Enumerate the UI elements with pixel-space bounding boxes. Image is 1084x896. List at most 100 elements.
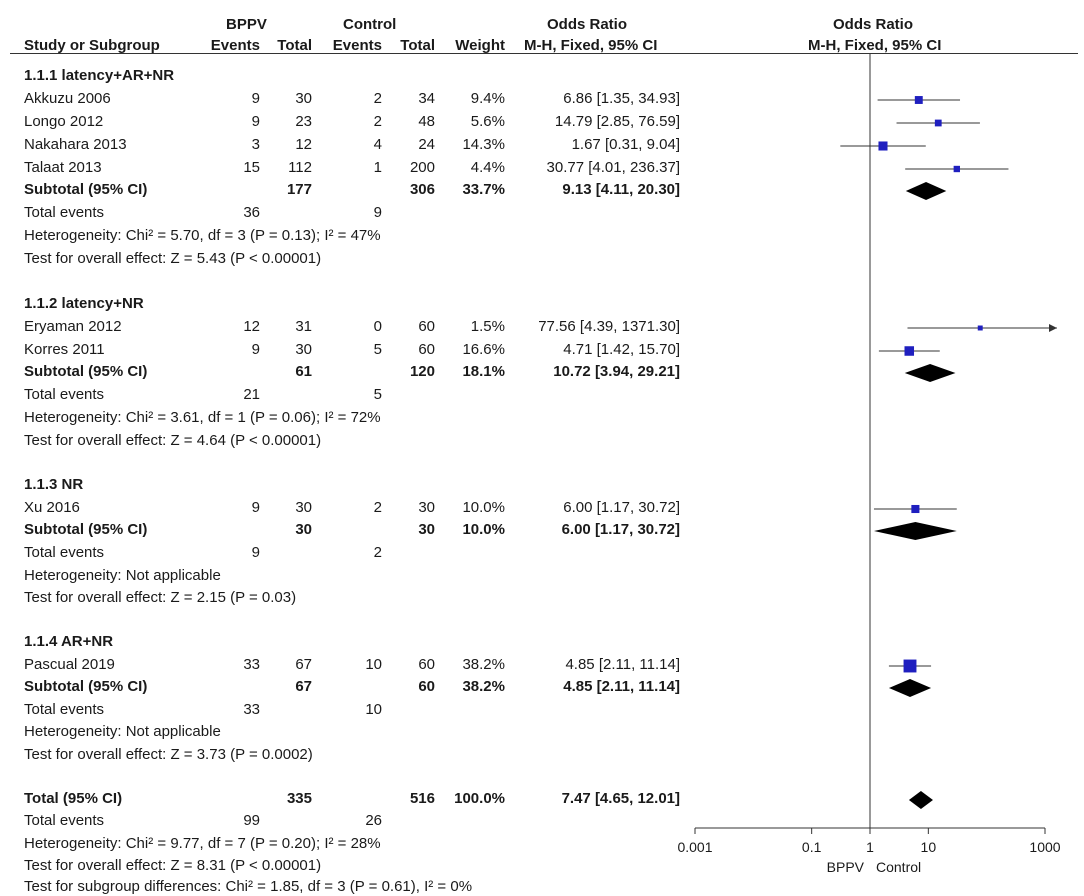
col-ci: M-H, Fixed, 95% CI xyxy=(524,37,658,54)
subtotal-ci: 4.85 [2.11, 11.14] xyxy=(563,678,680,695)
study-marker xyxy=(914,96,923,104)
events-e2: 10 xyxy=(365,701,382,718)
events-label: Total events xyxy=(24,386,105,403)
study-ci: 4.71 [1.42, 15.70] xyxy=(563,341,680,358)
subtotal-t2: 120 xyxy=(409,363,435,380)
study-label: Akkuzu 2006 xyxy=(24,90,111,107)
study-t2: 60 xyxy=(418,341,435,358)
subtotal-ci: 10.72 [3.94, 29.21] xyxy=(553,363,680,380)
pooled-diamond xyxy=(873,522,957,540)
subtotal-label: Subtotal (95% CI) xyxy=(24,363,148,380)
note-label: Test for overall effect: Z = 4.64 (P < 0… xyxy=(24,432,322,449)
events-e2: 2 xyxy=(373,544,382,561)
events-label: Total events xyxy=(24,204,105,221)
study-t1: 12 xyxy=(295,136,312,153)
study-e2: 2 xyxy=(373,499,382,516)
note-label: Heterogeneity: Not applicable xyxy=(24,567,221,584)
subtotal-w: 18.1% xyxy=(462,363,505,380)
study-marker xyxy=(878,141,888,151)
study-e2: 0 xyxy=(373,318,382,335)
study-marker xyxy=(934,119,942,127)
note-label: Test for subgroup differences: Chi² = 1.… xyxy=(24,878,473,895)
note-label: Test for overall effect: Z = 5.43 (P < 0… xyxy=(24,250,322,267)
x-tick-label: 0.001 xyxy=(677,839,712,855)
subtotal-t1: 30 xyxy=(295,521,312,538)
events-e1: 33 xyxy=(243,701,260,718)
study-label: Eryaman 2012 xyxy=(24,318,122,335)
subtotal-t2: 306 xyxy=(409,181,435,198)
study-w: 4.4% xyxy=(470,159,505,176)
note-label: Heterogeneity: Not applicable xyxy=(24,723,221,740)
study-marker xyxy=(977,325,983,331)
study-ci: 14.79 [2.85, 76.59] xyxy=(554,113,680,130)
events-e1: 36 xyxy=(243,204,260,221)
plot-title: Odds Ratio xyxy=(833,16,914,33)
study-e1: 9 xyxy=(251,341,260,358)
study-e1: 9 xyxy=(251,499,260,516)
study-t1: 30 xyxy=(295,90,312,107)
events-label: Total events xyxy=(24,701,105,718)
col-total-1: Total xyxy=(277,37,312,54)
study-t1: 30 xyxy=(295,341,312,358)
subtotal-w: 33.7% xyxy=(462,181,505,198)
study-e1: 3 xyxy=(251,136,260,153)
or-column-title: Odds Ratio xyxy=(547,16,628,33)
note-label: Test for overall effect: Z = 2.15 (P = 0… xyxy=(24,589,297,606)
favours-left-label: BPPV xyxy=(827,859,865,875)
subtotal-w: 38.2% xyxy=(462,678,505,695)
group-label: 1.1.3 NR xyxy=(24,476,84,493)
note-label: Test for overall effect: Z = 3.73 (P = 0… xyxy=(24,746,313,763)
total-label: Total (95% CI) xyxy=(24,790,123,807)
total-w: 100.0% xyxy=(454,790,505,807)
study-w: 14.3% xyxy=(462,136,505,153)
x-tick-label: 10 xyxy=(921,839,937,855)
study-t2: 48 xyxy=(418,113,435,130)
study-t1: 30 xyxy=(295,499,312,516)
group2-header: Control xyxy=(343,16,397,33)
study-t2: 60 xyxy=(418,656,435,673)
study-ci: 6.00 [1.17, 30.72] xyxy=(563,499,680,516)
study-t2: 30 xyxy=(418,499,435,516)
note-label: Heterogeneity: Chi² = 9.77, df = 7 (P = … xyxy=(24,835,381,852)
study-label: Pascual 2019 xyxy=(24,656,115,673)
subtotal-ci: 6.00 [1.17, 30.72] xyxy=(561,521,680,538)
subtotal-t1: 67 xyxy=(295,678,312,695)
col-total-2: Total xyxy=(400,37,435,54)
col-events-1: Events xyxy=(210,37,260,54)
study-label: Korres 2011 xyxy=(24,341,105,358)
study-w: 5.6% xyxy=(470,113,505,130)
study-e1: 15 xyxy=(243,159,260,176)
subtotal-t1: 61 xyxy=(295,363,312,380)
study-t1: 67 xyxy=(295,656,312,673)
study-label: Talaat 2013 xyxy=(24,159,102,176)
x-tick-label: 1000 xyxy=(1029,839,1060,855)
events-e2: 9 xyxy=(373,204,382,221)
study-e2: 4 xyxy=(373,136,382,153)
col-study: Study or Subgroup xyxy=(24,37,160,54)
study-ci: 77.56 [4.39, 1371.30] xyxy=(538,318,680,335)
total-t1: 335 xyxy=(286,790,312,807)
events-e1: 99 xyxy=(243,812,260,829)
pooled-diamond xyxy=(888,679,932,697)
events-label: Total events xyxy=(24,544,105,561)
events-e1: 9 xyxy=(251,544,260,561)
study-w: 38.2% xyxy=(462,656,505,673)
study-t1: 23 xyxy=(295,113,312,130)
study-e1: 9 xyxy=(251,90,260,107)
total-ci: 7.47 [4.65, 12.01] xyxy=(561,790,680,807)
study-e2: 1 xyxy=(373,159,382,176)
favours-right-label: Control xyxy=(876,859,921,875)
study-w: 16.6% xyxy=(462,341,505,358)
header-rule xyxy=(10,53,1078,54)
note-label: Heterogeneity: Chi² = 3.61, df = 1 (P = … xyxy=(24,409,381,426)
events-label: Total events xyxy=(24,812,105,829)
study-e2: 10 xyxy=(365,656,382,673)
group-label: 1.1.1 latency+AR+NR xyxy=(24,67,175,84)
study-e2: 5 xyxy=(373,341,382,358)
group1-header: BPPV xyxy=(226,16,267,33)
pooled-diamond xyxy=(905,182,947,200)
study-w: 1.5% xyxy=(470,318,505,335)
events-e1: 21 xyxy=(243,386,260,403)
total-t2: 516 xyxy=(409,790,435,807)
study-e2: 2 xyxy=(373,90,382,107)
